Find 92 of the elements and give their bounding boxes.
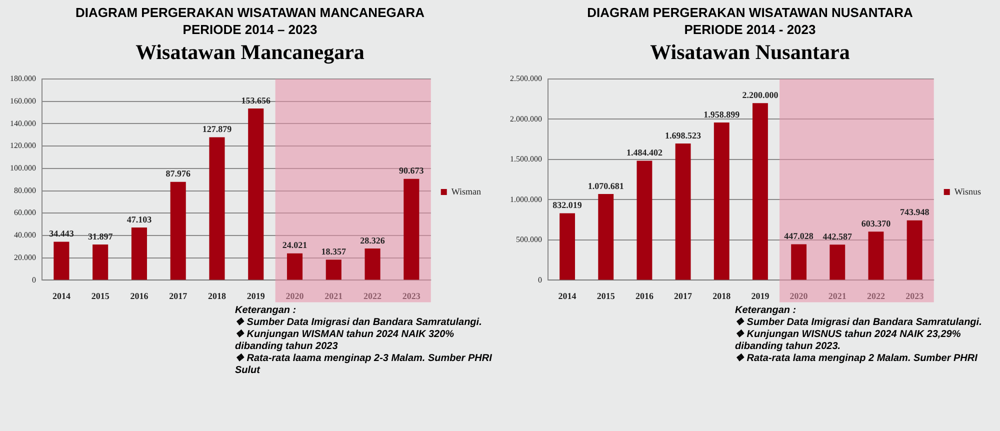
text: Wisatawan Nusantara — [649, 39, 851, 65]
data-label: 90.673 — [399, 166, 424, 176]
chart-subtitle: PERIODE 2014 – 2023 — [182, 21, 318, 39]
bar — [286, 253, 303, 280]
bar — [791, 244, 807, 280]
data-label: 832.019 — [552, 200, 582, 210]
x-tick-label: 2023 — [402, 290, 421, 301]
x-tick-label: 2020 — [286, 290, 304, 301]
text: ❖ Kunjungan WISMAN tahun 2024 NAIK 320% dibanding tahun 2023 — [235, 329, 456, 353]
y-tick-label: 160.000 — [10, 96, 36, 106]
data-label: 1.698.523 — [665, 130, 702, 140]
y-tick-label: 1.000.000 — [510, 194, 542, 204]
x-tick-label: 2019 — [751, 290, 770, 301]
x-tick-label: 2021 — [828, 290, 847, 301]
bar — [170, 182, 186, 280]
x-tick-label: 2014 — [558, 290, 577, 301]
data-label: 603.370 — [861, 218, 892, 228]
chart-title: DIAGRAM PERGERAKAN WISATAWAN NUSANTARA — [586, 5, 914, 21]
y-tick-label: 60.000 — [14, 208, 36, 218]
x-tick-label: 2014 — [52, 290, 71, 301]
x-tick-label: 2016 — [635, 290, 654, 301]
bar — [752, 103, 768, 280]
bar — [248, 108, 264, 280]
data-label: 18.357 — [321, 246, 347, 257]
x-tick-label: 2017 — [169, 290, 188, 301]
text: ❖ Rata-rata lama menginap 2 Malam. Sumber PHRI — [735, 353, 978, 365]
bar — [868, 232, 884, 280]
y-tick-label: 140.000 — [10, 118, 36, 128]
x-tick-label: 2021 — [324, 290, 344, 301]
text: ❖ Sumber Data Imigrasi dan Bandara Samratulangi. — [735, 317, 983, 329]
text: Wisatawan Mancanegara — [134, 39, 366, 65]
bar — [598, 194, 614, 280]
y-tick-label: 40.000 — [14, 230, 36, 240]
x-tick-label: 2017 — [674, 290, 693, 301]
data-label: 34.443 — [49, 228, 74, 239]
text: ❖ Kunjungan WISNUS tahun 2024 NAIK 23,29% dibanding tahun 2023. — [735, 329, 962, 353]
data-label: 28.326 — [360, 235, 386, 246]
bar — [364, 248, 380, 280]
x-tick-label: 2022 — [866, 290, 886, 301]
data-label: 47.103 — [126, 214, 152, 224]
bar — [675, 144, 691, 280]
y-tick-label: 100.000 — [10, 164, 36, 173]
data-label: 447.028 — [784, 231, 814, 242]
bar — [54, 242, 70, 280]
data-label: 24.021 — [282, 240, 308, 250]
bar — [830, 244, 846, 280]
data-label: 1.958.899 — [704, 109, 740, 120]
bar — [404, 178, 420, 280]
bar — [906, 220, 922, 280]
y-tick-label: 2.000.000 — [510, 114, 542, 124]
y-tick-label: 500.000 — [516, 235, 542, 244]
x-tick-label: 2020 — [790, 290, 808, 301]
y-tick-label: 0 — [538, 275, 542, 284]
y-tick-label: 120.000 — [10, 141, 36, 150]
data-label: 1.070.681 — [588, 180, 624, 191]
bar — [560, 213, 576, 280]
data-label: 31.897 — [88, 231, 114, 242]
chart-subtitle: PERIODE 2014 - 2023 — [683, 21, 817, 39]
bar — [326, 260, 342, 280]
text: ❖ Rata-rata laama menginap 2-3 Malam. Sumber PHRI Sulut — [235, 353, 493, 377]
x-tick-label: 2023 — [906, 290, 924, 301]
text: Keterangan : — [735, 305, 798, 317]
y-tick-label: 180.000 — [10, 74, 36, 84]
x-tick-label: 2015 — [596, 290, 616, 301]
y-tick-label: 20.000 — [14, 252, 36, 262]
y-tick-label: 80.000 — [14, 186, 36, 195]
data-label: 127.879 — [202, 124, 232, 134]
y-tick-label: 2.500.000 — [510, 74, 542, 84]
x-tick-label: 2018 — [208, 290, 226, 301]
data-label: 1.484.402 — [626, 148, 663, 158]
legend-label: Wisnus — [954, 186, 982, 196]
data-label: 442.587 — [822, 231, 853, 242]
bar — [714, 122, 730, 280]
data-label: 2.200.000 — [742, 90, 779, 100]
bar — [131, 228, 147, 280]
x-tick-label: 2018 — [712, 290, 732, 301]
data-label: 153.656 — [241, 95, 271, 106]
data-label: 87.976 — [166, 168, 191, 179]
bar — [636, 160, 652, 280]
x-tick-label: 2022 — [364, 290, 382, 301]
legend-label: Wisman — [451, 186, 482, 196]
x-tick-label: 2019 — [246, 290, 266, 301]
y-tick-label: 1.500.000 — [510, 154, 542, 164]
text: ❖ Sumber Data Imigrasi dan Bandara Samratulangi. — [235, 317, 483, 329]
text: Keterangan : — [235, 305, 298, 317]
y-tick-label: 0 — [32, 275, 36, 284]
bar — [209, 137, 225, 280]
bar — [92, 244, 108, 280]
x-tick-label: 2015 — [91, 290, 110, 301]
data-label: 743.948 — [900, 207, 930, 218]
x-tick-label: 2016 — [130, 290, 149, 301]
chart-title: DIAGRAM PERGERAKAN WISATAWAN MANCANEGARA — [74, 5, 426, 21]
